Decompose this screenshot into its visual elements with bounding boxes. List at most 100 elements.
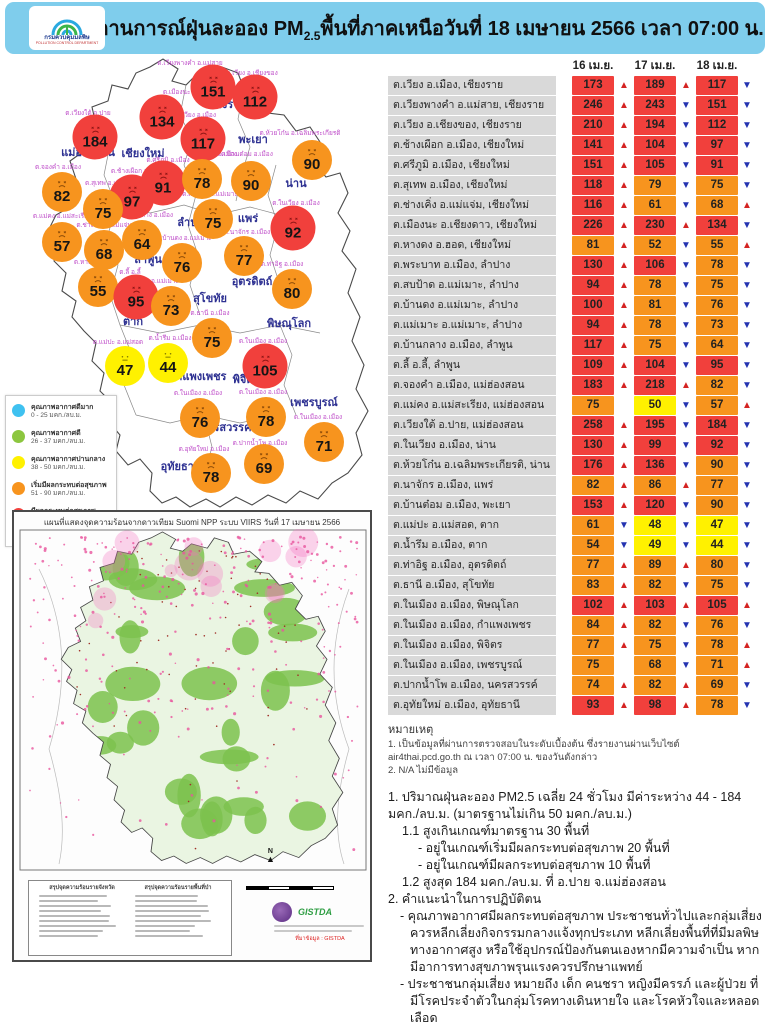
trend-cell: ▼: [676, 436, 696, 455]
table-row: ต.สุเทพ อ.เมือง, เชียงใหม่ 118 ▲ 79 ▼ 75 ▼: [388, 176, 764, 195]
hotspot-summary-text-line: [135, 929, 191, 932]
legend-item: คุณภาพอากาศปานกลาง 38 - 50 มคก./ลบ.ม.: [12, 455, 110, 472]
table-row: ต.ลี้ อ.ลี้, ลำพูน 109 ▲ 104 ▼ 95 ▼: [388, 356, 764, 375]
trend-cell: ▲: [614, 196, 634, 215]
station-aqi-circle: 73: [151, 286, 191, 326]
pm25-value-cell: 189: [634, 76, 676, 95]
pm25-value-cell: 89: [634, 556, 676, 575]
station-aqi-value: 47: [116, 362, 134, 379]
trend-down-icon: ▼: [742, 260, 752, 271]
trend-down-icon: ▼: [681, 660, 691, 671]
summary-line: 2. คำแนะนำในการปฏิบัติตน: [388, 892, 542, 906]
table-row: ต.ศรีภูมิ อ.เมือง, เชียงใหม่ 151 ▲ 105 ▼ 91 ▼: [388, 156, 764, 175]
trend-cell: ▲: [614, 296, 634, 315]
summary-line: - อยู่ในเกณฑ์มีผลกระทบต่อสุขภาพ 10 พื้นท…: [418, 858, 651, 872]
pm25-value-cell: 86: [634, 476, 676, 495]
hotspot-summary-text-line: [39, 934, 99, 937]
hotspot-summary-text-line: [135, 894, 199, 897]
station-aqi-circle: 71: [304, 422, 344, 462]
trend-up-icon: ▲: [619, 580, 629, 591]
trend-cell: ▼: [738, 256, 756, 275]
pm25-value-cell: 76: [696, 296, 738, 315]
trend-cell: ▲: [614, 216, 634, 235]
station-aqi-value: 90: [242, 177, 260, 194]
trend-cell: ▼: [676, 256, 696, 275]
station-aqi-value: 90: [303, 156, 321, 173]
trend-cell: ▲: [676, 376, 696, 395]
pm25-value-cell: 73: [696, 316, 738, 335]
pm25-value-cell: 81: [634, 296, 676, 315]
pm25-value-cell: 77: [572, 636, 614, 655]
trend-cell: ▼: [676, 656, 696, 675]
frown-face-icon: [166, 295, 176, 302]
station-aqi-value: 184: [82, 133, 108, 150]
station-label: ต.เวียงใต้ อ.ปาย: [65, 110, 111, 117]
trend-cell: ▲: [676, 556, 696, 575]
pm25-value-cell: 76: [696, 616, 738, 635]
station-name-cell: ต.ศรีภูมิ อ.เมือง, เชียงใหม่: [388, 156, 556, 175]
trend-up-icon: ▲: [619, 120, 629, 131]
station-name-cell: ต.จองคำ อ.เมือง, แม่ฮ่องสอน: [388, 376, 556, 395]
header-bar: กรมควบคุมมลพิษ POLLUTION CONTROL DEPARTM…: [5, 2, 765, 54]
station-aqi-value: 75: [94, 205, 112, 222]
station-aqi-value: 71: [315, 438, 333, 455]
station-aqi-circle: 78: [182, 159, 222, 199]
trend-down-icon: ▼: [742, 500, 752, 511]
trend-down-icon: ▼: [742, 220, 752, 231]
trend-cell: ▼: [676, 236, 696, 255]
frown-face-icon: [307, 149, 317, 156]
trend-down-icon: ▼: [681, 400, 691, 411]
trend-down-icon: ▼: [681, 280, 691, 291]
station-name-cell: ต.ช่างเคิ่ง อ.แม่แจ่ม, เชียงใหม่: [388, 196, 556, 215]
hotspot-summary-text-line: [135, 904, 208, 907]
trend-down-icon: ▼: [681, 640, 691, 651]
station-label: ต.แม่คง อ.แม่สะเรียง: [32, 213, 92, 220]
legend-item: คุณภาพอากาศดี 26 - 37 มคก./ลบ.ม.: [12, 429, 110, 446]
trend-cell: ▼: [738, 96, 756, 115]
trend-down-icon: ▼: [742, 580, 752, 591]
pm25-value-cell: 78: [634, 276, 676, 295]
trend-up-icon: ▲: [619, 440, 629, 451]
trend-up-icon: ▲: [742, 640, 752, 651]
trend-up-icon: ▲: [619, 680, 629, 691]
trend-up-icon: ▲: [742, 200, 752, 211]
table-row: ต.เวียง อ.เมือง, เชียงราย 173 ▲ 189 ▲ 117 ▼: [388, 76, 764, 95]
trend-cell: ▼: [738, 376, 756, 395]
table-row: ต.ในเวียง อ.เมือง, น่าน 130 ▲ 99 ▼ 92 ▼: [388, 436, 764, 455]
trend-cell: ▼: [676, 456, 696, 475]
trend-up-icon: ▲: [619, 620, 629, 631]
pm25-value-cell: 90: [696, 456, 738, 475]
frown-face-icon: [157, 106, 167, 113]
pm25-value-cell: 136: [634, 456, 676, 475]
station-aqi-value: 82: [53, 188, 71, 205]
table-date-header: 16 เม.ย.: [572, 60, 614, 72]
station-label: ต.บ้านกลาง อ.เมือง: [118, 212, 174, 219]
pm25-value-cell: 75: [696, 176, 738, 195]
pm25-value-cell: 99: [634, 436, 676, 455]
hotspot-summary-text-line: [135, 934, 204, 937]
table-row: ต.ในเมือง อ.เมือง, เพชรบูรณ์ 75 68 ▼ 71 ▲: [388, 656, 764, 675]
station-aqi-circle: 68: [84, 230, 124, 270]
station-name-cell: ต.ธานี อ.เมือง, สุโขทัย: [388, 576, 556, 595]
station-label: ต.บ้านดง อ.แม่เมาะ: [156, 235, 212, 242]
station-aqi-circle: 82: [42, 172, 82, 212]
pm25-value-cell: 258: [572, 416, 614, 435]
station-aqi-circle: 151: [190, 64, 236, 110]
hotspot-summary-box: สรุปจุดความร้อนรายจังหวัด สรุปจุดความร้อ…: [28, 880, 232, 956]
summary-line: 1.1 สูงเกินเกณฑ์มาตรฐาน 30 พื้นที่: [402, 824, 590, 838]
pm25-value-cell: 100: [572, 296, 614, 315]
note-line: 1. เป็นข้อมูลที่ผ่านการตรวจสอบในระดับเบื…: [388, 739, 680, 750]
trend-cell: ▼: [738, 516, 756, 535]
pm25-value-cell: 243: [634, 96, 676, 115]
trend-cell: ▲: [676, 676, 696, 695]
trend-down-icon: ▼: [742, 160, 752, 171]
trend-cell: ▲: [676, 76, 696, 95]
legend-item: เริ่มมีผลกระทบต่อสุขภาพ 51 - 90 มคก./ลบ.ม…: [12, 481, 110, 498]
trend-cell: ▲: [614, 176, 634, 195]
pm25-value-cell: 75: [696, 276, 738, 295]
trend-down-icon: ▼: [619, 520, 629, 531]
pm25-value-cell: 78: [696, 256, 738, 275]
table-row: ต.นาจักร อ.เมือง, แพร่ 82 ▲ 86 ▲ 77 ▼: [388, 476, 764, 495]
trend-cell: ▼: [738, 176, 756, 195]
pm25-value-cell: 195: [634, 416, 676, 435]
